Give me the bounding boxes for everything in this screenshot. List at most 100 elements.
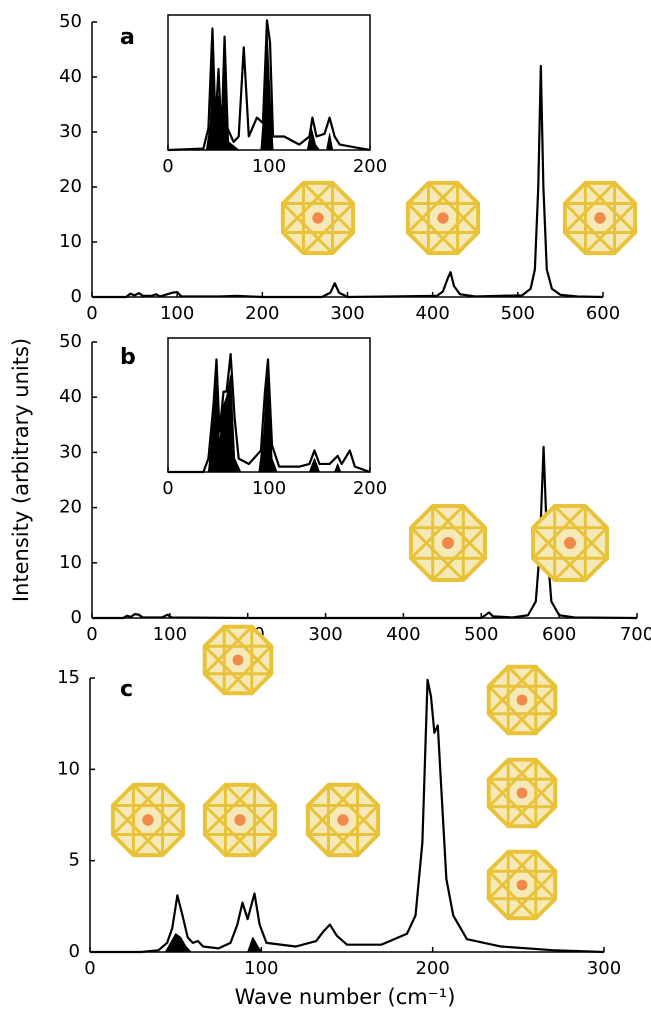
- central-atom: [516, 787, 528, 799]
- cluster-edge: [306, 804, 359, 857]
- panel-label: a: [120, 25, 135, 50]
- cluster-edge: [111, 783, 164, 836]
- cluster-edge: [553, 526, 609, 582]
- y-tick-label: 5: [69, 850, 80, 871]
- x-tick-label: 400: [386, 624, 420, 645]
- cluster-edge: [406, 202, 459, 255]
- cluster-edge: [427, 181, 480, 234]
- cluster-edge: [203, 783, 256, 836]
- cluster-edge: [487, 870, 537, 920]
- cluster-edge: [306, 783, 359, 836]
- x-tick-label: 300: [587, 958, 621, 979]
- x-tick-label: 0: [162, 478, 173, 499]
- y-tick-label: 50: [59, 11, 82, 32]
- cluster-edge: [223, 645, 273, 695]
- x-tick-label: 100: [252, 478, 286, 499]
- cluster-edge: [111, 804, 164, 857]
- y-tick-label: 15: [57, 667, 80, 688]
- cluster-edge: [132, 804, 185, 857]
- cluster-edge: [553, 504, 609, 560]
- cluster-edge: [563, 181, 616, 234]
- cluster-edge: [507, 850, 557, 900]
- y-axis-label: Intensity (arbitrary units): [9, 338, 33, 602]
- cluster-edge: [327, 783, 380, 836]
- cluster-edge: [487, 758, 537, 808]
- spectrum-line: [168, 352, 371, 474]
- cluster-edge: [487, 850, 537, 900]
- spectrum-line: [92, 64, 604, 299]
- filled-spectrum: [167, 28, 371, 151]
- y-tick-label: 0: [71, 607, 82, 628]
- cluster-edge: [224, 804, 277, 857]
- central-atom: [516, 879, 528, 891]
- central-atom: [594, 212, 606, 224]
- x-tick-label: 600: [542, 624, 576, 645]
- cluster-edge: [431, 504, 487, 560]
- cluster-edge: [302, 202, 355, 255]
- cluster-illustration: [305, 782, 381, 858]
- x-tick-label: 400: [415, 303, 449, 324]
- x-tick-label: 100: [153, 624, 187, 645]
- cluster-edge: [281, 202, 334, 255]
- x-tick-label: 200: [353, 478, 387, 499]
- cluster-edge: [132, 783, 185, 836]
- cluster-edge: [406, 181, 459, 234]
- panel-label: c: [120, 677, 133, 702]
- central-atom: [516, 694, 528, 706]
- cluster-illustration: [409, 504, 487, 582]
- cluster-edge: [507, 665, 557, 715]
- cluster-illustration: [486, 664, 558, 736]
- x-tick-label: 200: [353, 156, 387, 177]
- cluster-edge: [563, 202, 616, 255]
- cluster-illustration: [110, 782, 186, 858]
- cluster-edge: [281, 181, 334, 234]
- central-atom: [312, 212, 324, 224]
- cluster-edge: [507, 870, 557, 920]
- cluster-edge: [409, 526, 465, 582]
- y-tick-label: 30: [59, 441, 82, 462]
- y-tick-label: 0: [69, 941, 80, 962]
- x-tick-label: 300: [308, 624, 342, 645]
- x-axis-label: Wave number (cm⁻¹): [235, 985, 456, 1009]
- y-tick-label: 10: [59, 231, 82, 252]
- cluster-edge: [224, 783, 277, 836]
- y-tick-label: 40: [59, 66, 82, 87]
- cluster-edge: [487, 665, 537, 715]
- x-tick-label: 0: [86, 303, 97, 324]
- panel-label: b: [120, 345, 136, 370]
- cluster-edge: [203, 625, 253, 675]
- cluster-illustration: [202, 624, 274, 696]
- x-tick-label: 100: [244, 958, 278, 979]
- cluster-edge: [487, 778, 537, 828]
- cluster-illustration: [202, 782, 278, 858]
- y-tick-label: 40: [59, 386, 82, 407]
- x-tick-label: 100: [160, 303, 194, 324]
- x-tick-label: 500: [501, 303, 535, 324]
- x-tick-label: 300: [330, 303, 364, 324]
- central-atom: [337, 814, 349, 826]
- x-tick-label: 600: [586, 303, 620, 324]
- y-tick-label: 30: [59, 121, 82, 142]
- x-tick-label: 0: [84, 958, 95, 979]
- spectrum-line: [90, 678, 605, 954]
- x-tick-label: 100: [252, 156, 286, 177]
- central-atom: [234, 814, 246, 826]
- y-tick-label: 20: [59, 497, 82, 518]
- cluster-edge: [327, 804, 380, 857]
- y-tick-label: 50: [59, 331, 82, 352]
- cluster-edge: [531, 504, 587, 560]
- cluster-illustration: [486, 757, 558, 829]
- cluster-illustration: [486, 849, 558, 921]
- cluster-edge: [302, 181, 355, 234]
- cluster-edge: [507, 778, 557, 828]
- cluster-edge: [203, 645, 253, 695]
- cluster-edge: [507, 758, 557, 808]
- cluster-edge: [409, 504, 465, 560]
- spectrum-line: [167, 19, 371, 152]
- central-atom: [142, 814, 154, 826]
- cluster-edge: [427, 202, 480, 255]
- cluster-illustration: [405, 180, 481, 256]
- x-tick-label: 200: [245, 303, 279, 324]
- y-tick-label: 0: [71, 286, 82, 307]
- central-atom: [442, 537, 454, 549]
